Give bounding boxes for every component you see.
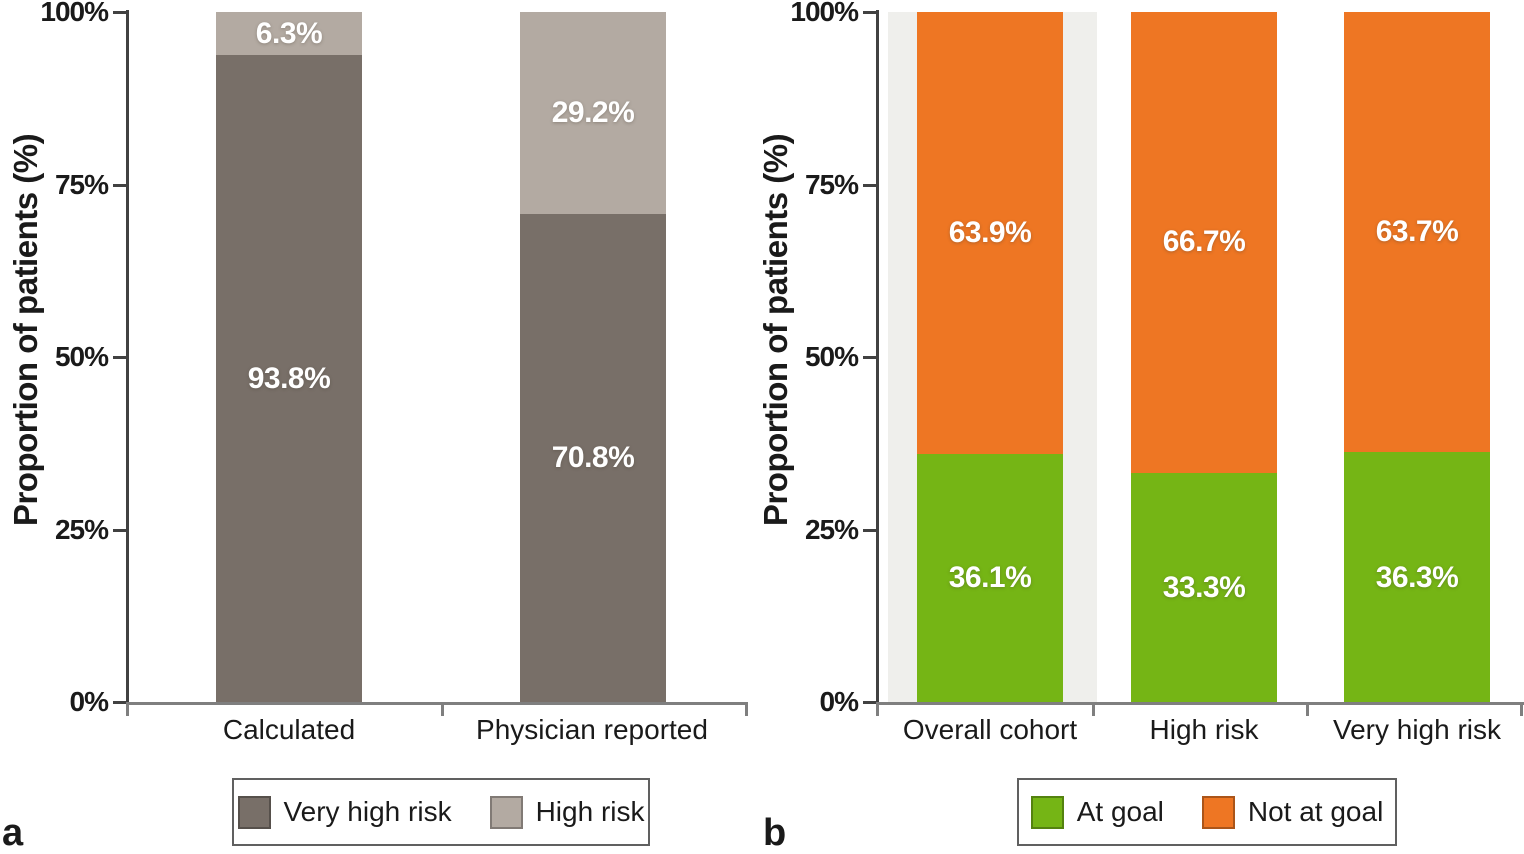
- panel-b-legend: At goal Not at goal: [1017, 778, 1397, 846]
- panel-b-x-tick: [1520, 705, 1523, 716]
- category-label-very-high-risk: Very high risk: [1332, 714, 1502, 745]
- panel-a-x-tick: [126, 705, 129, 716]
- panel-a-y-tick-label: 0%: [69, 686, 109, 717]
- bar-high-risk: 66.7% 33.3%: [1131, 12, 1277, 703]
- legend-swatch-very-high-risk: [237, 795, 271, 829]
- panel-a-y-tick-label: 50%: [54, 341, 109, 372]
- panel-a-x-tick: [745, 705, 748, 716]
- bar-segment-at-goal: 36.3%: [1344, 452, 1490, 703]
- panel-b-x-tick: [876, 705, 879, 716]
- legend-item-high-risk: High risk: [489, 795, 645, 829]
- panel-a-y-tick: [113, 356, 126, 359]
- panel-a-y-tick-label: 100%: [40, 0, 109, 27]
- panel-letter-b: b: [763, 812, 787, 854]
- panel-b-y-tick: [863, 356, 876, 359]
- panel-a-y-axis-line: [126, 10, 129, 714]
- bar-segment-high-risk: 29.2%: [520, 12, 666, 214]
- panel-a-y-tick-label: 25%: [54, 514, 109, 545]
- panel-letter-a: a: [2, 812, 24, 854]
- bar-physician-reported: 29.2% 70.8%: [520, 12, 666, 703]
- panel-b-y-tick-label: 0%: [819, 686, 859, 717]
- bar-value-label: 93.8%: [247, 362, 331, 396]
- panel-b-y-axis-line: [876, 10, 879, 714]
- legend-item-at-goal: At goal: [1030, 795, 1164, 829]
- panel-b-y-tick: [863, 11, 876, 14]
- legend-label: Very high risk: [283, 796, 452, 827]
- legend-label: High risk: [535, 796, 645, 827]
- bar-segment-at-goal: 33.3%: [1131, 472, 1277, 703]
- bar-segment-at-goal: 36.1%: [917, 453, 1063, 703]
- bar-calculated: 6.3% 93.8%: [216, 12, 362, 703]
- bar-segment-very-high-risk: 93.8%: [216, 55, 362, 703]
- panel-a-y-tick: [113, 11, 126, 14]
- panel-a-legend: Very high risk High risk: [232, 778, 650, 846]
- panel-a-y-tick: [113, 184, 126, 187]
- legend-swatch-not-at-goal: [1201, 795, 1235, 829]
- panel-b-x-tick: [1306, 705, 1309, 716]
- panel-a-y-tick-label: 75%: [54, 169, 109, 200]
- bar-value-label: 66.7%: [1162, 225, 1246, 259]
- panel-b-y-tick-label: 75%: [804, 169, 859, 200]
- bar-segment-not-at-goal: 66.7%: [1131, 12, 1277, 473]
- bar-value-label: 36.1%: [948, 561, 1032, 595]
- panel-b-x-axis-line: [876, 702, 1524, 705]
- panel-b-y-tick-label: 100%: [790, 0, 859, 27]
- bar-value-label: 6.3%: [255, 16, 323, 50]
- bar-segment-not-at-goal: 63.9%: [917, 12, 1063, 454]
- panel-b-y-tick: [863, 701, 876, 704]
- panel-a-x-axis-line: [126, 702, 748, 705]
- bar-value-label: 63.7%: [1375, 215, 1459, 249]
- panel-a-y-tick: [113, 529, 126, 532]
- category-label-physician-reported: Physician reported: [476, 714, 708, 745]
- bar-segment-high-risk: 6.3%: [216, 12, 362, 56]
- legend-label: At goal: [1076, 796, 1164, 827]
- legend-label: Not at goal: [1247, 796, 1384, 827]
- panel-b-y-tick: [863, 529, 876, 532]
- panel-b-y-tick-label: 25%: [804, 514, 859, 545]
- bar-value-label: 36.3%: [1375, 560, 1459, 594]
- panel-a-x-tick: [441, 705, 444, 716]
- panel-b-y-tick: [863, 184, 876, 187]
- bar-value-label: 33.3%: [1162, 570, 1246, 604]
- legend-swatch-high-risk: [489, 795, 523, 829]
- panel-a-y-tick: [113, 701, 126, 704]
- bar-value-label: 63.9%: [948, 215, 1032, 249]
- category-label-overall-cohort: Overall cohort: [902, 714, 1078, 745]
- bar-segment-not-at-goal: 63.7%: [1344, 12, 1490, 453]
- category-label-high-risk: High risk: [1149, 714, 1259, 745]
- bar-value-label: 29.2%: [551, 95, 635, 129]
- legend-item-not-at-goal: Not at goal: [1201, 795, 1384, 829]
- panel-b-y-tick-label: 50%: [804, 341, 859, 372]
- legend-swatch-at-goal: [1030, 795, 1064, 829]
- category-label-calculated: Calculated: [222, 714, 356, 745]
- bar-very-high-risk: 63.7% 36.3%: [1344, 12, 1490, 703]
- panel-b-x-tick: [1092, 705, 1095, 716]
- bar-segment-very-high-risk: 70.8%: [520, 213, 666, 703]
- bar-value-label: 70.8%: [551, 441, 635, 475]
- legend-item-very-high-risk: Very high risk: [237, 795, 452, 829]
- bar-overall-cohort: 63.9% 36.1%: [917, 12, 1063, 703]
